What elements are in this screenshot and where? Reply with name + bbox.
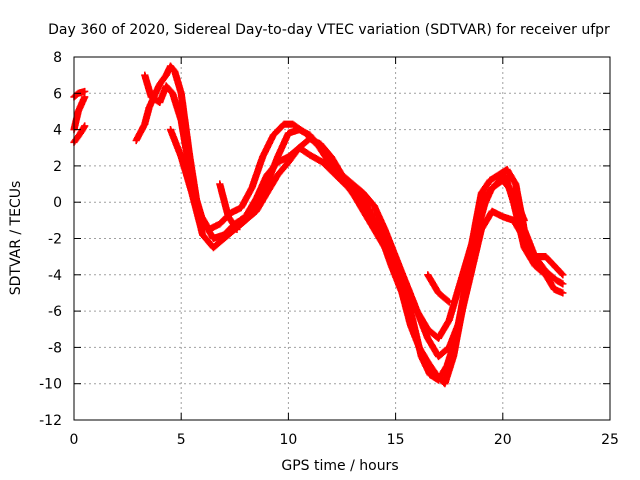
y-tick-label: 8 [53,50,62,66]
y-axis-label: SDTVAR / TECUs [8,181,24,296]
series-arc-i [216,180,241,234]
series-arc-f [166,126,567,361]
y-tick-label: 0 [53,195,62,211]
series-arc-h [424,271,453,306]
y-tick-label: -6 [48,304,62,320]
y-tick-label: -12 [39,413,62,429]
y-tick-label: -2 [48,232,62,248]
series-markers [216,180,241,234]
y-tick-label: 2 [53,159,62,175]
x-tick-label: 15 [387,432,405,448]
y-tick-label: -10 [39,377,62,393]
y-tick-label: -4 [48,268,62,284]
chart-title: Day 360 of 2020, Sidereal Day-to-day VTE… [48,22,610,38]
x-axis-label: GPS time / hours [281,458,398,474]
axis-ticks: 0 5 10 15 20 25 -12 -10 -8 -6 -4 -2 0 2 4 6 8 [39,50,619,448]
x-tick-label: 25 [601,432,619,448]
x-tick-label: 0 [70,432,79,448]
y-tick-label: 6 [53,86,62,102]
series-markers [166,126,567,361]
data-points [70,62,567,388]
x-tick-label: 5 [177,432,186,448]
x-tick-label: 20 [494,432,512,448]
y-tick-label: -8 [48,340,62,356]
x-tick-label: 10 [279,432,297,448]
y-tick-label: 4 [53,123,62,139]
series-markers [424,271,453,306]
